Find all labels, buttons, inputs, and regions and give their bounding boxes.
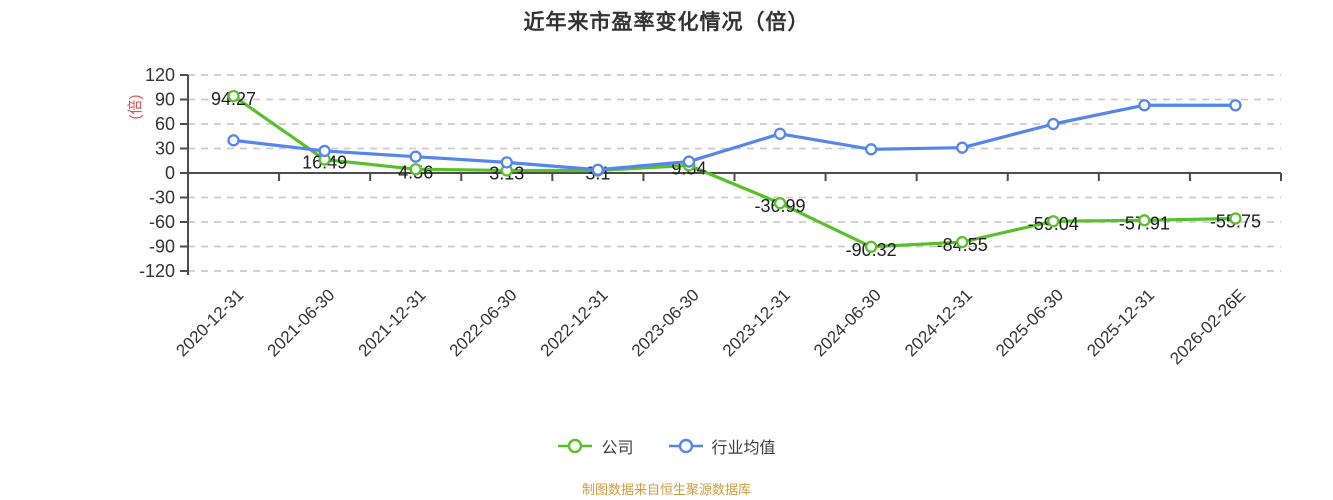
industry-data-point-marker[interactable]	[682, 155, 696, 168]
company-series-line	[231, 94, 1238, 249]
plot-area: 120 90 60 30 0 -30 -60 -90 -120 2020-12-31 2021-06…	[127, 65, 1282, 368]
industry-data-point-marker[interactable]	[227, 134, 240, 147]
chart-legend: 公司 行业均值	[0, 434, 1333, 458]
industry-data-point-marker[interactable]	[409, 150, 422, 163]
industry-data-point-marker[interactable]	[500, 156, 513, 169]
chart-title: 近年来市盈率变化情况（倍）	[523, 11, 810, 34]
y-tick-label: -30	[149, 188, 175, 208]
company-data-point-marker[interactable]	[864, 240, 878, 253]
y-tick-label: 0	[165, 163, 175, 183]
x-axis-label: 2025-12-31	[1083, 285, 1158, 360]
industry-data-point-marker[interactable]	[1047, 117, 1060, 131]
company-data-point-marker[interactable]	[1138, 214, 1151, 227]
y-tick-label: 60	[155, 114, 175, 134]
company-legend-marker-icon	[558, 438, 593, 454]
y-tick-label: -120	[139, 261, 175, 281]
industry-data-point-marker[interactable]	[1229, 99, 1242, 112]
company-data-point-marker[interactable]	[409, 163, 422, 176]
industry-data-point-marker[interactable]	[591, 163, 605, 176]
data-source-note: 制图数据来自恒生聚源数据库	[581, 482, 751, 497]
y-axis-unit-label: (倍)	[127, 95, 144, 120]
company-data-point-marker[interactable]	[1047, 215, 1060, 228]
x-axis-label: 2020-12-31	[172, 285, 247, 360]
x-axis-label: 2021-12-31	[355, 285, 430, 360]
x-axis-label: 2026-02-26E	[1166, 285, 1249, 368]
x-axis-label: 2023-12-31	[719, 285, 794, 360]
y-tick-label: 90	[155, 90, 175, 110]
company-data-point-marker[interactable]	[1229, 212, 1242, 225]
industry-data-point-marker[interactable]	[1138, 99, 1151, 112]
x-axis-label: 2024-06-30	[810, 285, 885, 360]
industry-data-point-marker[interactable]	[773, 127, 787, 140]
y-tick-label: 120	[145, 65, 175, 85]
x-axis-label: 2021-06-30	[264, 285, 339, 360]
industry-data-point-marker[interactable]	[956, 141, 969, 154]
legend-label-industry: 行业均值	[711, 440, 776, 457]
x-axis-label: 2024-12-31	[901, 285, 976, 360]
industry-data-point-marker[interactable]	[318, 144, 331, 158]
x-axis-label: 2025-06-30	[992, 285, 1067, 360]
industry-legend-marker-icon	[668, 438, 703, 454]
x-axis-label: 2022-06-30	[446, 285, 521, 360]
legend-label-company: 公司	[601, 440, 634, 457]
company-data-point-marker[interactable]	[956, 235, 969, 249]
y-tick-label: -60	[149, 212, 175, 232]
legend-item-company[interactable]: 公司	[557, 434, 634, 458]
y-tick-label: 30	[155, 139, 175, 159]
x-axis-label: 2023-06-30	[628, 285, 703, 360]
company-data-point-marker[interactable]	[227, 89, 240, 103]
y-tick-label: -90	[149, 237, 175, 257]
industry-series-line	[231, 103, 1238, 172]
x-axis-label: 2022-12-31	[537, 285, 612, 360]
company-data-point-marker[interactable]	[773, 197, 787, 210]
legend-item-industry[interactable]: 行业均值	[668, 434, 776, 458]
industry-data-point-marker[interactable]	[864, 143, 878, 156]
